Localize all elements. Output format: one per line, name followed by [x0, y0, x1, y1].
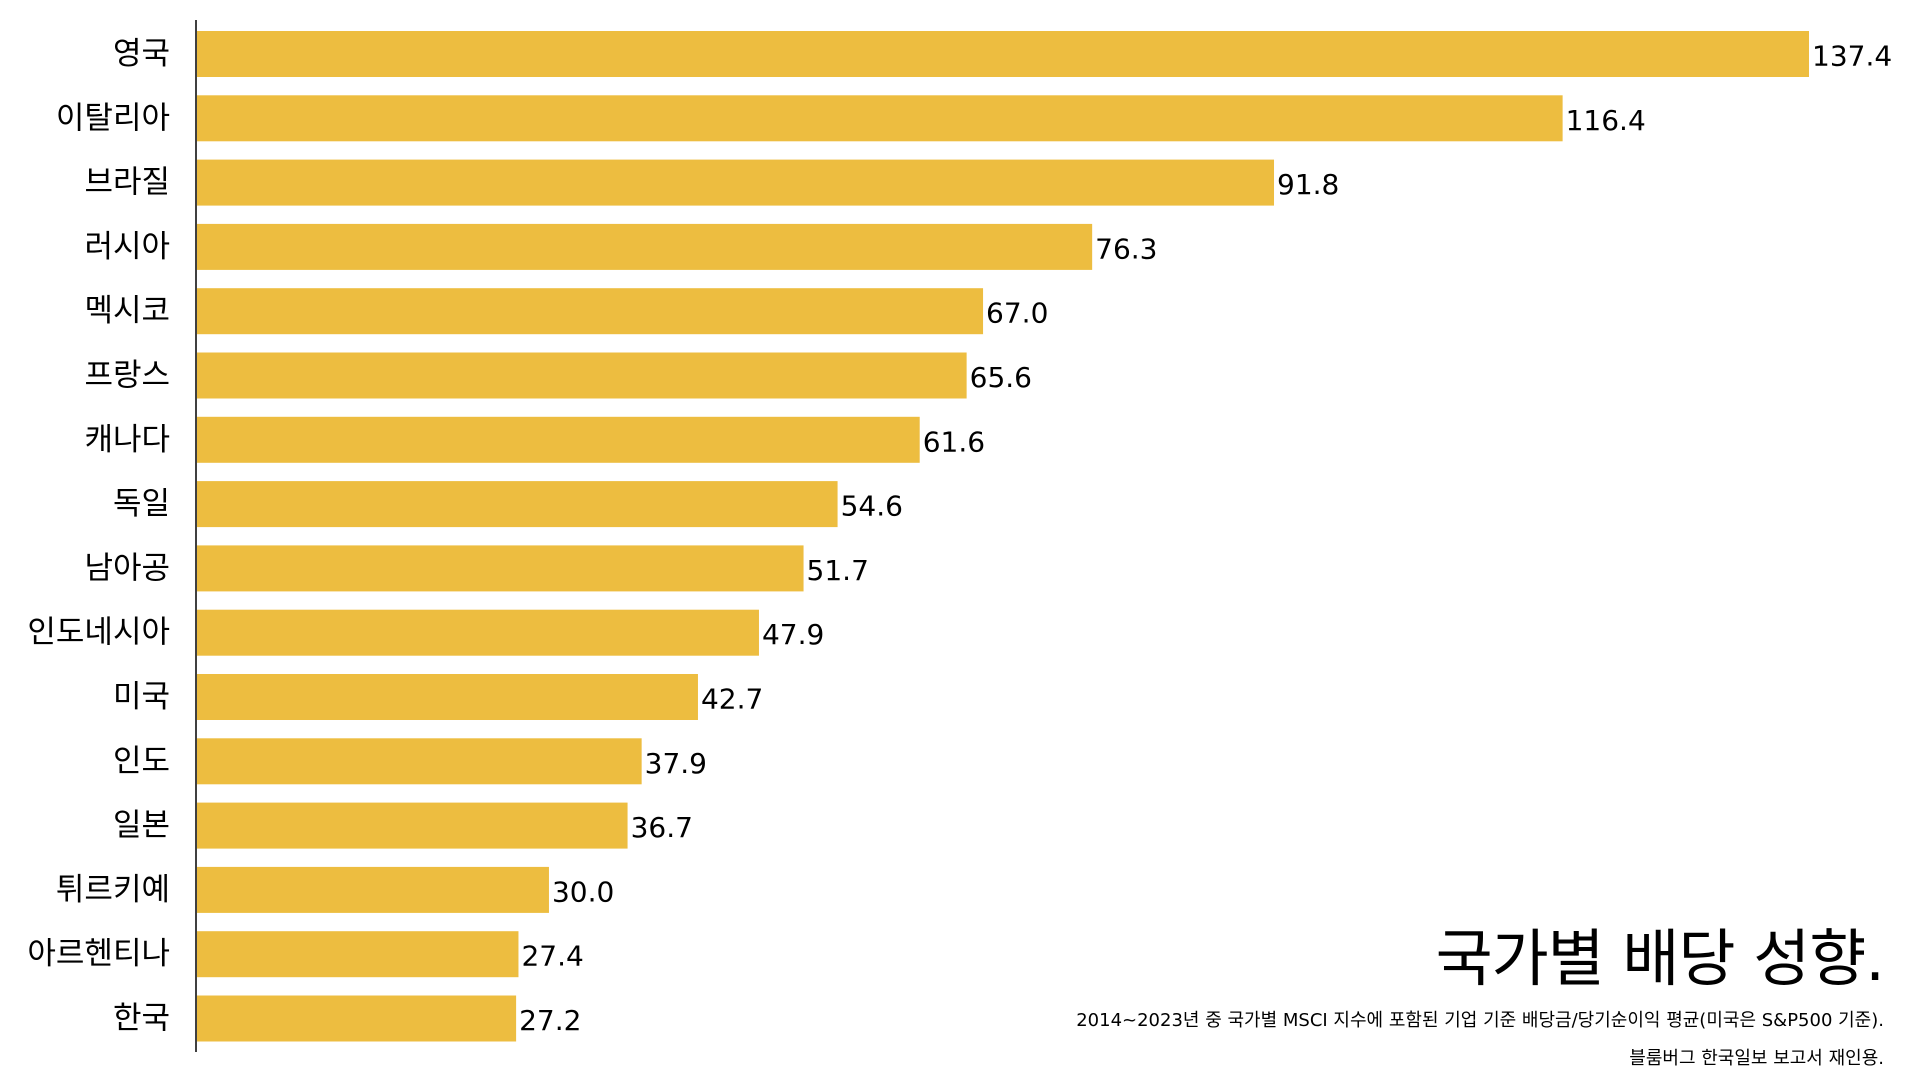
category-labels: 영국이탈리아브라질러시아멕시코프랑스캐나다독일남아공인도네시아미국인도일본튀르키… — [27, 36, 170, 1037]
category-label: 독일 — [113, 486, 170, 522]
bar-5 — [197, 352, 967, 399]
bar-2 — [197, 159, 1275, 206]
bar-15 — [197, 995, 517, 1042]
bar-10 — [197, 674, 698, 720]
bar-3 — [197, 223, 1093, 270]
value-label: 137.4 — [1812, 40, 1892, 73]
value-label: 67.0 — [986, 297, 1048, 330]
bar-0 — [197, 31, 1809, 77]
category-label: 프랑스 — [84, 358, 170, 394]
category-label: 미국 — [113, 679, 170, 715]
value-label: 37.9 — [645, 747, 707, 780]
bar-13 — [197, 866, 549, 913]
bar-7 — [197, 481, 838, 528]
value-label: 51.7 — [807, 554, 869, 587]
bar-4 — [197, 288, 984, 335]
category-label: 브라질 — [84, 165, 170, 201]
value-label: 42.7 — [701, 683, 763, 716]
category-label: 튀르키예 — [56, 872, 170, 908]
chart-title: 국가별 배당 성향. — [1435, 922, 1885, 995]
value-label: 54.6 — [841, 490, 903, 523]
value-labels: 137.4 116.4 91.8 76.3 67.0 65.6 61.6 54.6 51.7 47… — [519, 40, 1892, 1038]
bars-group — [197, 31, 1809, 1042]
value-label: 65.6 — [970, 361, 1032, 394]
category-label: 멕시코 — [84, 293, 170, 329]
bar-6 — [197, 416, 920, 463]
category-label: 이탈리아 — [56, 100, 170, 136]
category-label: 남아공 — [84, 550, 170, 586]
bar-14 — [197, 931, 519, 978]
bar-8 — [197, 545, 804, 592]
value-label: 91.8 — [1277, 168, 1339, 201]
value-label: 27.2 — [519, 1004, 581, 1037]
bar-11 — [197, 738, 642, 785]
value-label: 27.4 — [521, 940, 583, 973]
category-label: 영국 — [113, 36, 170, 72]
bar-9 — [197, 609, 759, 656]
category-label: 일본 — [113, 808, 170, 844]
value-label: 30.0 — [552, 875, 614, 908]
value-label: 36.7 — [631, 811, 693, 844]
category-label: 인도 — [113, 743, 170, 779]
bar-1 — [197, 95, 1563, 142]
value-label: 61.6 — [923, 425, 985, 458]
value-label: 47.9 — [762, 618, 824, 651]
category-label: 한국 — [113, 1001, 170, 1037]
value-label: 116.4 — [1566, 104, 1646, 137]
bar-12 — [197, 802, 628, 849]
chart-subtitle: 2014~2023년 중 국가별 MSCI 지수에 포함된 기업 기준 배당금/… — [1076, 1010, 1884, 1031]
category-label: 인도네시아 — [27, 615, 170, 651]
category-label: 러시아 — [84, 229, 170, 265]
category-label: 캐나다 — [84, 422, 170, 458]
chart-source: 블룸버그 한국일보 보고서 재인용. — [1629, 1048, 1884, 1069]
value-label: 76.3 — [1095, 232, 1157, 265]
category-label: 아르헨티나 — [27, 936, 170, 972]
